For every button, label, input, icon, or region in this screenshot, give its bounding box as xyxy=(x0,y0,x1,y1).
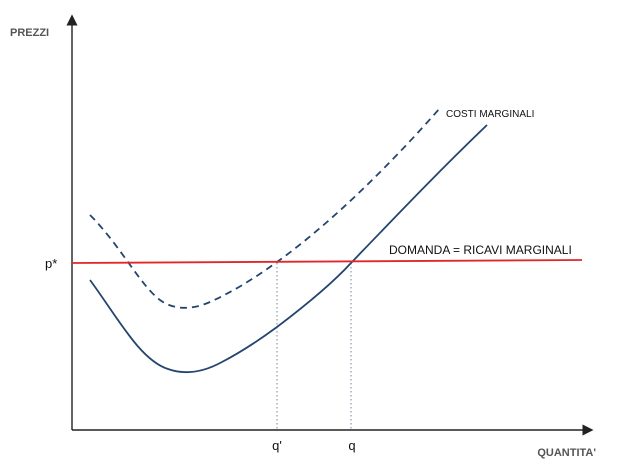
x-axis-title: QUANTITA' xyxy=(537,447,596,459)
q-label: q xyxy=(348,438,355,453)
marginal-cost-label: COSTI MARGINALI xyxy=(446,109,534,120)
marginal-cost-curve xyxy=(89,124,488,374)
demand-label: DOMANDA = RICAVI MARGINALI xyxy=(389,243,572,257)
shifted-marginal-cost-curve xyxy=(89,107,441,309)
y-axis-title: PREZZI xyxy=(10,27,49,39)
demand-line xyxy=(71,259,583,264)
q-prime-label: q' xyxy=(272,438,282,453)
price-label: p* xyxy=(45,256,57,271)
